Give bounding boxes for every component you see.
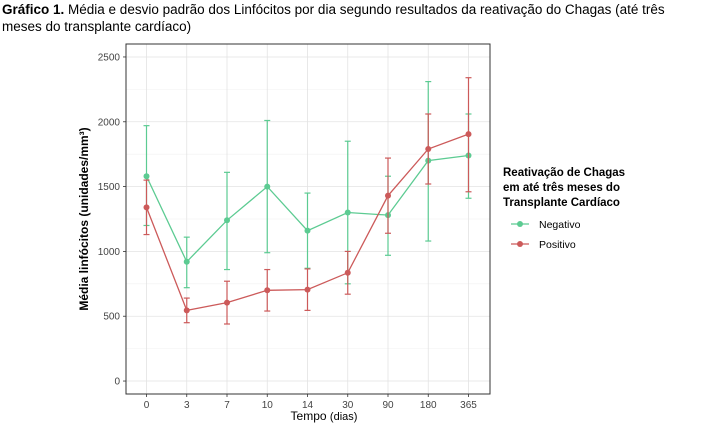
x-tick-label: 90: [382, 400, 394, 411]
series-positivo: [143, 77, 472, 325]
x-axis-title-main: Tempo: [291, 409, 327, 423]
y-tick-label: 2000: [98, 117, 121, 128]
legend-label-positivo: Positivo: [539, 239, 576, 251]
x-tick-label: 180: [420, 400, 437, 411]
data-point-positivo: [385, 192, 391, 199]
y-axis-title: Média linfócitos (unidades/mm³): [77, 127, 91, 310]
x-tick-label: 0: [144, 400, 150, 411]
x-axis: 0 3 7 10 14 30 90 180 365: [144, 394, 477, 411]
data-point-positivo: [183, 307, 190, 314]
data-point-negativo: [143, 173, 150, 180]
legend-label-negativo: Negativo: [539, 219, 581, 231]
data-point-positivo: [143, 204, 150, 211]
legend-key-point-negativo: [517, 221, 523, 227]
figure-caption: Gráfico 1. Média e desvio padrão dos Lin…: [2, 1, 705, 35]
y-tick-label: 2500: [98, 52, 121, 63]
x-tick-label: 10: [262, 400, 274, 411]
caption-text: Média e desvio padrão dos Linfócitos por…: [2, 2, 665, 34]
data-point-negativo: [344, 209, 351, 216]
legend-title-line: Transplante Cardíaco: [503, 197, 620, 209]
x-tick-label: 14: [302, 400, 314, 411]
x-axis-title-unit: (dias): [330, 411, 358, 423]
x-tick-label: 365: [460, 400, 477, 411]
data-point-positivo: [304, 286, 311, 293]
y-tick-label: 1000: [98, 247, 121, 258]
data-point-positivo: [465, 131, 472, 138]
data-point-negativo: [224, 217, 230, 224]
data-point-negativo: [264, 183, 271, 190]
data-point-negativo: [183, 258, 190, 265]
data-point-positivo: [264, 287, 271, 294]
y-axis: 0 500 1000 1500 2000 2500: [98, 52, 126, 388]
legend-title-line: em até três meses do: [503, 182, 620, 194]
plot-panel-border: [125, 43, 491, 395]
y-tick-label: 0: [114, 377, 120, 388]
data-point-positivo: [224, 299, 230, 306]
y-tick-label: 1500: [98, 182, 121, 193]
data-point-positivo: [425, 146, 432, 152]
series-group: [143, 77, 472, 325]
legend-title-line: Reativação de Chagas: [503, 167, 625, 179]
x-tick-label: 7: [224, 400, 230, 411]
legend: Reativação de Chagas em até três meses do…: [503, 167, 625, 251]
x-axis-title: Tempo (dias): [291, 409, 358, 423]
x-tick-label: 30: [342, 400, 354, 411]
x-tick-label: 3: [184, 400, 190, 411]
legend-key-point-positivo: [517, 241, 523, 247]
y-tick-label: 500: [103, 312, 120, 323]
data-point-negativo: [304, 227, 311, 234]
caption-label: Gráfico 1.: [2, 2, 65, 17]
data-point-positivo: [344, 269, 351, 276]
